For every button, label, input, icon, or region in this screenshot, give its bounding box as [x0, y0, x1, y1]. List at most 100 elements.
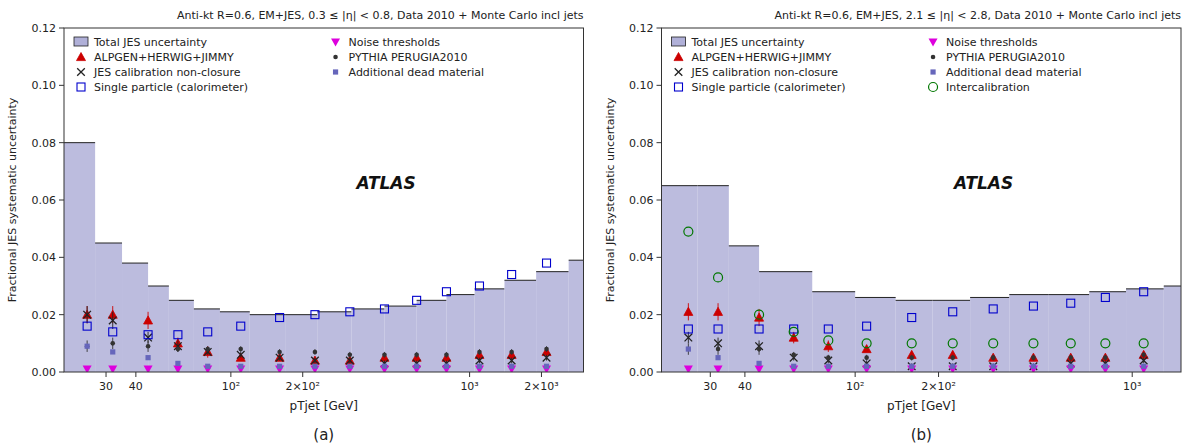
band-bin	[351, 309, 384, 372]
title: Anti-kt R=0.6, EM+JES, 0.3 ≤ |η| < 0.8, …	[177, 9, 584, 22]
band-edge	[855, 297, 895, 298]
point	[348, 353, 353, 358]
band-edge	[1089, 291, 1126, 292]
band-edge	[194, 308, 220, 309]
y-tick-label: 0.10	[32, 79, 57, 92]
point	[1068, 355, 1073, 360]
point	[686, 347, 691, 352]
y-tick	[59, 28, 64, 29]
point	[204, 328, 212, 336]
point	[144, 334, 152, 342]
point	[1031, 355, 1036, 360]
legend-marker	[77, 68, 85, 76]
y-tick	[59, 257, 64, 258]
band-edge	[759, 271, 812, 272]
point	[791, 364, 796, 369]
point	[755, 325, 763, 333]
x-tick-label: 10³	[460, 380, 478, 393]
band-bin	[812, 292, 855, 372]
point	[714, 307, 723, 315]
point	[543, 354, 551, 362]
point	[864, 364, 869, 369]
y-tick-label: 0.00	[32, 366, 57, 379]
panel: 304010²2×10²10³2×10³0.000.020.040.060.08…	[6, 9, 584, 444]
point	[950, 364, 955, 369]
point	[544, 347, 549, 352]
point	[1068, 364, 1073, 369]
x-tick	[710, 372, 711, 377]
legend-marker	[929, 83, 938, 92]
x-tick-label: 30	[703, 380, 717, 393]
legend-label: Intercalibration	[946, 81, 1030, 94]
point	[313, 350, 318, 355]
point	[756, 361, 761, 366]
band-bin	[759, 272, 812, 372]
band-edge	[351, 308, 384, 309]
point	[791, 353, 796, 358]
point	[414, 364, 419, 369]
point	[508, 271, 516, 279]
y-tick-label: 0.06	[629, 194, 654, 207]
annotation: ATLAS	[952, 173, 1013, 193]
legend-label: ALPGEN+HERWIG+JIMMY	[94, 51, 234, 64]
point	[477, 350, 482, 355]
band-edge	[569, 260, 584, 261]
point	[826, 364, 831, 369]
point	[989, 339, 998, 348]
point	[862, 339, 871, 348]
y-tick	[59, 372, 64, 373]
point	[145, 355, 150, 360]
point	[991, 364, 996, 369]
band-bin	[122, 263, 148, 372]
y-tick-label: 0.12	[629, 22, 654, 35]
band-bin	[729, 246, 759, 372]
point	[477, 364, 482, 369]
point	[205, 347, 210, 352]
point	[346, 308, 354, 316]
band-bin	[220, 312, 250, 372]
y-axis-label: Fractional JES systematic uncertainty	[6, 97, 19, 302]
band-edge	[475, 288, 505, 289]
y-tick	[657, 257, 662, 258]
point	[684, 366, 693, 372]
legend-swatch	[74, 37, 88, 46]
point	[684, 227, 693, 236]
y-tick-label: 0.04	[32, 251, 57, 264]
legend-marker	[675, 68, 683, 76]
point	[83, 322, 91, 330]
subtitle: (a)	[313, 426, 334, 444]
point	[174, 331, 182, 339]
x-tick-label: 2×10²	[921, 380, 956, 393]
band-edge	[729, 245, 759, 246]
legend-label: PYTHIA PERUGIA2010	[349, 51, 468, 64]
band-bin	[536, 272, 569, 372]
plot-frame	[64, 28, 584, 372]
panel: 304010²2×10²10³0.000.020.040.060.080.100…	[604, 9, 1182, 444]
x-tick-label: 2×10²	[285, 380, 320, 393]
band-edge	[122, 263, 148, 264]
band-bin	[970, 297, 1009, 372]
point	[1139, 339, 1148, 348]
point	[109, 328, 117, 336]
x-axis-label: pTjet [GeV]	[887, 399, 955, 413]
x-tick	[541, 372, 542, 377]
point	[476, 357, 484, 365]
x-tick-label: 10²	[222, 380, 240, 393]
point	[989, 305, 997, 313]
band-edge	[1164, 286, 1181, 287]
point	[714, 325, 722, 333]
point	[310, 356, 319, 364]
legend-label: JES calibration non-closure	[93, 66, 241, 79]
band-bin	[662, 186, 698, 372]
band-bin	[95, 243, 122, 372]
band-bin	[855, 297, 895, 372]
legend-label: Noise thresholds	[349, 36, 441, 49]
point	[83, 311, 91, 319]
band-bin	[1126, 289, 1164, 372]
band-bin	[194, 309, 220, 372]
point	[1103, 364, 1108, 369]
legend-label: Noise thresholds	[946, 36, 1038, 49]
point	[238, 347, 243, 352]
point	[509, 364, 514, 369]
legend-label: Single particle (calorimeter)	[94, 81, 248, 94]
